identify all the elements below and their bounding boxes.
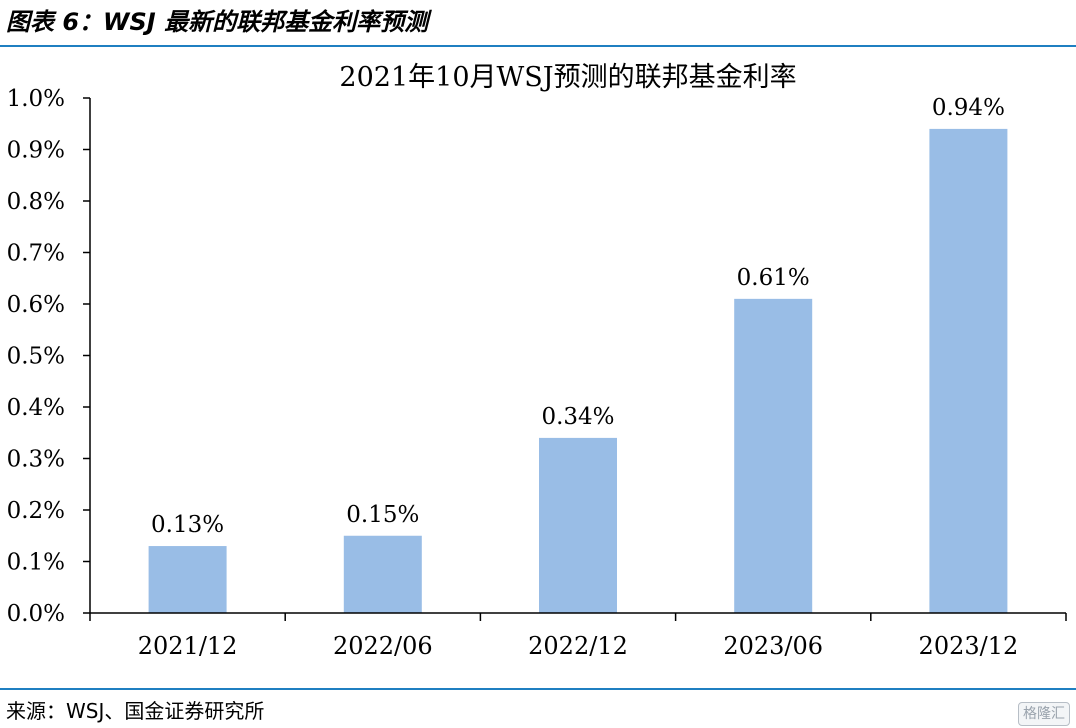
x-tick-label: 2023/06 (723, 632, 823, 660)
y-tick-label: 1.0% (7, 86, 65, 112)
figure-caption: 图表 6：WSJ 最新的联邦基金利率预测 (6, 8, 429, 36)
x-axis: 2021/12 2022/06 2022/12 2023/06 2023/12 (89, 612, 1067, 660)
x-tick-label: 2021/12 (138, 632, 238, 660)
watermark-logo: 格隆汇 (1018, 702, 1070, 726)
data-label: 0.61% (737, 265, 810, 291)
bar-chart: 2021年10月WSJ预测的联邦基金利率 0.0% 0.1% 0.2% 0.3% 0.4… (7, 62, 1067, 660)
data-label: 0.13% (151, 512, 224, 538)
y-tick-label: 0.7% (7, 241, 65, 267)
data-label: 0.15% (346, 502, 419, 528)
bar (343, 535, 422, 613)
x-tick-label: 2022/12 (528, 632, 628, 660)
chart-title: 2021年10月WSJ预测的联邦基金利率 (339, 62, 796, 93)
y-tick-label: 0.3% (7, 447, 65, 473)
bar (148, 546, 227, 613)
x-tick-label: 2023/12 (919, 632, 1019, 660)
bars: 0.13% 0.15% 0.34% 0.61% 0.94% (148, 95, 1008, 613)
bar (539, 437, 617, 613)
y-tick-label: 0.1% (7, 550, 65, 576)
y-tick-label: 0.0% (7, 601, 65, 627)
data-label: 0.34% (541, 404, 614, 430)
data-label: 0.94% (932, 95, 1005, 121)
y-tick-label: 0.2% (7, 498, 65, 524)
footer-divider (0, 688, 1076, 690)
y-tick-label: 0.6% (7, 292, 65, 318)
x-tick-label: 2022/06 (333, 632, 433, 660)
y-axis: 0.0% 0.1% 0.2% 0.3% 0.4% 0.5% 0.6% 0.7% 0.8% 0.9%… (7, 86, 91, 627)
header-divider (0, 45, 1076, 47)
y-tick-label: 0.8% (7, 189, 65, 215)
source-note: 来源：WSJ、国金证券研究所 (6, 699, 265, 723)
y-tick-label: 0.9% (7, 138, 65, 164)
y-tick-label: 0.4% (7, 395, 65, 421)
bar (734, 298, 813, 613)
y-tick-label: 0.5% (7, 344, 65, 370)
bar (929, 128, 1008, 613)
